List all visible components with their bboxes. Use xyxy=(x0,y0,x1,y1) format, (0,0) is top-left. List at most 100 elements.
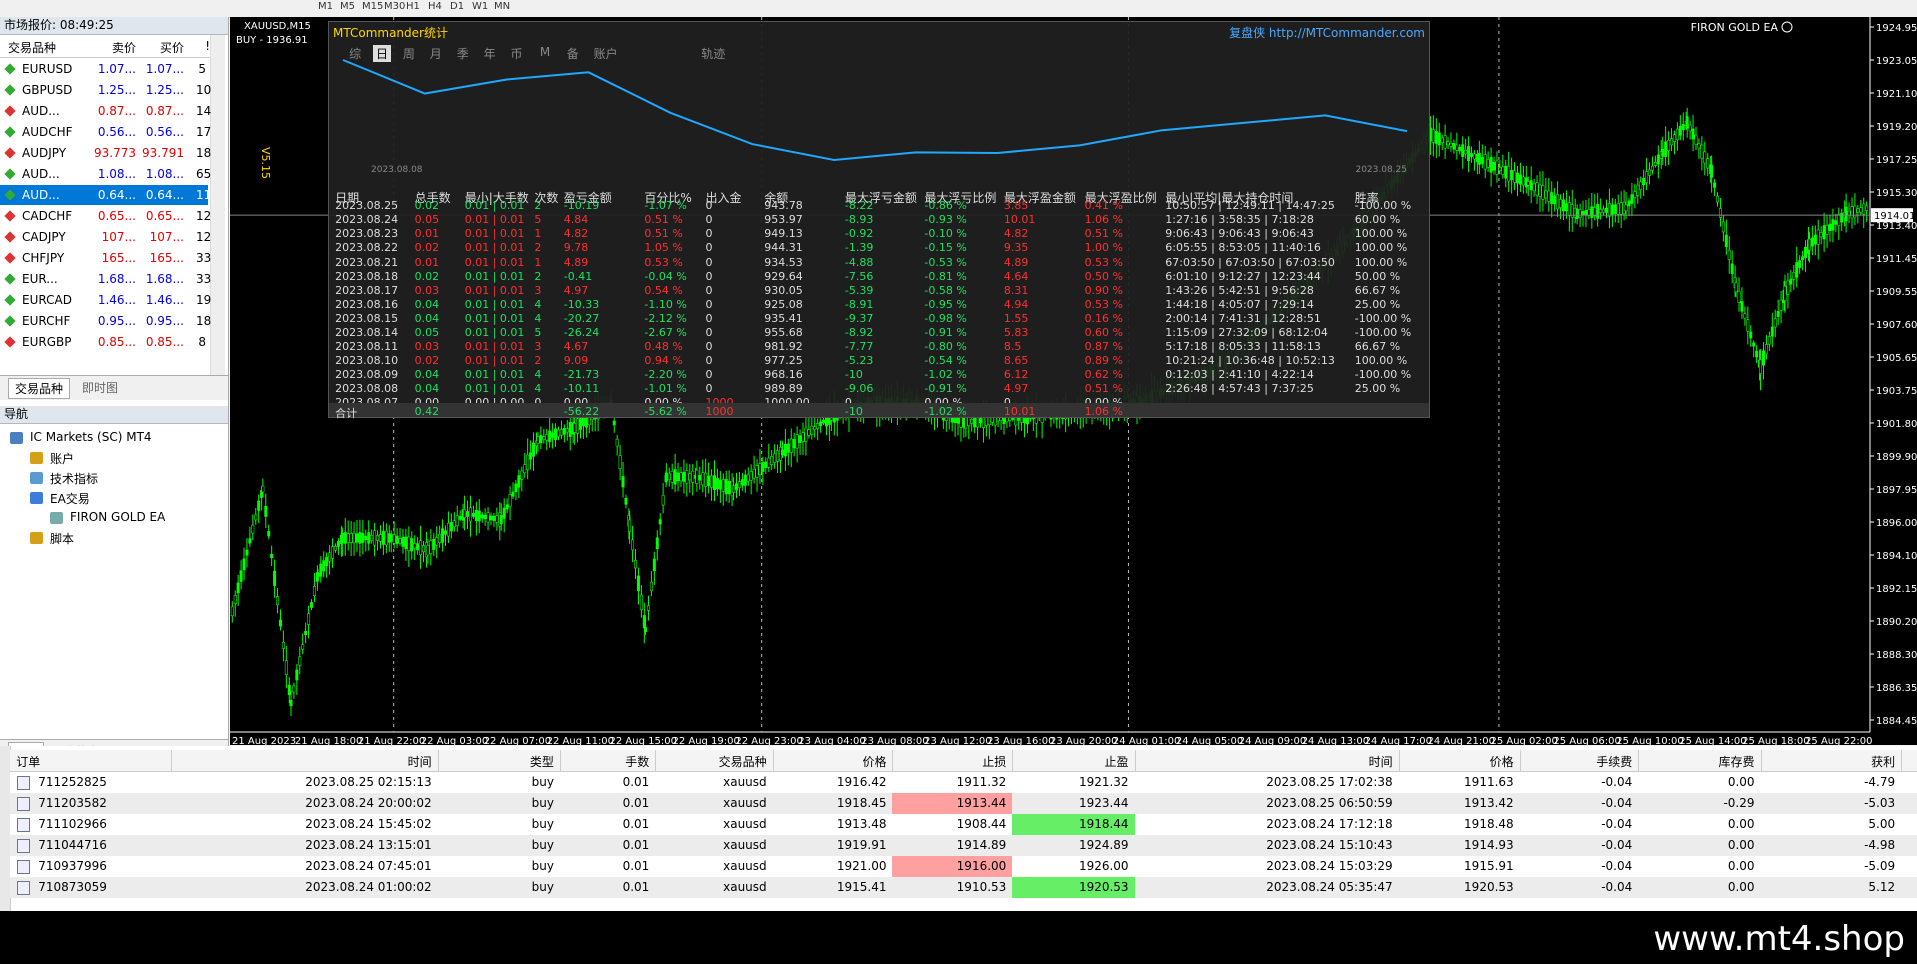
mw-symbol[interactable]: AUD... xyxy=(22,104,60,118)
terminal-cell[interactable]: 711203582 xyxy=(38,796,107,810)
panel-tab[interactable]: 季 xyxy=(456,47,469,61)
terminal-cell[interactable]: 5.00 xyxy=(1868,817,1896,831)
terminal-cell[interactable]: 711102966 xyxy=(38,817,107,831)
terminal-cell[interactable]: 1908.44 xyxy=(956,817,1007,831)
terminal-cell[interactable]: 2023.08.25 06:50:59 xyxy=(1266,796,1393,810)
terminal-cell[interactable]: -4.79 xyxy=(1864,775,1896,789)
mw-symbol[interactable]: EURGBP xyxy=(22,335,72,349)
terminal-cell[interactable]: -0.04 xyxy=(1601,817,1633,831)
terminal-cell[interactable]: -0.04 xyxy=(1601,775,1633,789)
mw-symbol[interactable]: CADCHF xyxy=(22,209,73,223)
terminal-cell[interactable]: 0.00 xyxy=(1727,880,1755,894)
terminal-cell[interactable]: 0.01 xyxy=(622,880,650,894)
mw-symbol[interactable]: EUR... xyxy=(22,272,58,286)
terminal-cell[interactable]: xauusd xyxy=(723,859,767,873)
panel-tab[interactable]: 账户 xyxy=(593,47,618,61)
terminal-cell[interactable]: 1918.44 xyxy=(1078,817,1129,831)
terminal-cell[interactable]: 1918.48 xyxy=(1464,817,1514,831)
terminal-cell[interactable]: 0.01 xyxy=(622,775,650,789)
terminal-cell[interactable]: -0.04 xyxy=(1601,796,1633,810)
terminal-cell[interactable]: 1911.32 xyxy=(956,775,1007,789)
terminal-cell[interactable]: 2023.08.24 17:12:18 xyxy=(1266,817,1393,831)
terminal-cell[interactable]: -5.09 xyxy=(1864,859,1896,873)
terminal-cell[interactable]: 0.00 xyxy=(1727,775,1755,789)
timeframe-button[interactable]: H1 xyxy=(406,1,420,12)
terminal-cell[interactable]: 1920.53 xyxy=(1464,880,1514,894)
mw-symbol[interactable]: CADJPY xyxy=(22,230,66,244)
terminal-cell[interactable]: -0.04 xyxy=(1601,838,1633,852)
terminal-cell[interactable]: buy xyxy=(531,796,554,810)
mw-symbol[interactable]: AUD... xyxy=(22,188,60,202)
terminal-header[interactable]: 订单 xyxy=(16,755,41,769)
terminal-cell[interactable]: 0.01 xyxy=(622,796,650,810)
nav-item[interactable]: FIRON GOLD EA xyxy=(70,510,166,524)
terminal-header[interactable]: 手数 xyxy=(625,755,650,769)
mw-symbol[interactable]: EURUSD xyxy=(22,62,73,76)
terminal-cell[interactable]: 5.12 xyxy=(1868,880,1896,894)
terminal-cell[interactable]: xauusd xyxy=(723,880,767,894)
terminal-cell[interactable]: 0.00 xyxy=(1727,817,1755,831)
terminal-cell[interactable]: 1916.00 xyxy=(956,859,1007,873)
terminal-cell[interactable]: 2023.08.25 17:02:38 xyxy=(1266,775,1393,789)
panel-tab[interactable]: 月 xyxy=(429,47,442,61)
brand-url[interactable]: http://MTCommander.com xyxy=(1268,26,1425,40)
terminal-cell[interactable]: 1919.91 xyxy=(836,838,887,852)
terminal-cell[interactable]: 1915.41 xyxy=(836,880,887,894)
terminal-cell[interactable]: 711252825 xyxy=(38,775,107,789)
timeframe-button[interactable]: M15 xyxy=(362,1,384,12)
terminal-cell[interactable]: -0.29 xyxy=(1723,796,1755,810)
terminal-cell[interactable]: 1914.93 xyxy=(1464,838,1514,852)
terminal-header[interactable]: 时间 xyxy=(1368,755,1393,769)
mw-symbol[interactable]: EURCHF xyxy=(22,314,71,328)
timeframe-button[interactable]: M1 xyxy=(318,1,333,12)
terminal-cell[interactable]: 2023.08.25 02:15:13 xyxy=(305,775,432,789)
terminal-cell[interactable]: 1916.42 xyxy=(836,775,887,789)
terminal-cell[interactable]: 2023.08.24 05:35:47 xyxy=(1266,880,1393,894)
timeframe-button[interactable]: M30 xyxy=(384,1,406,12)
panel-tab[interactable]: M xyxy=(539,45,551,59)
terminal-cell[interactable]: 2023.08.24 01:00:02 xyxy=(305,880,432,894)
timeframe-button[interactable]: H4 xyxy=(428,1,442,12)
nav-item[interactable]: 脚本 xyxy=(50,532,75,546)
terminal-header[interactable]: 类型 xyxy=(529,755,554,769)
terminal-header[interactable]: 止损 xyxy=(982,755,1007,769)
terminal-cell[interactable]: 1918.45 xyxy=(836,796,887,810)
panel-tab[interactable]: 综 xyxy=(349,47,362,61)
nav-item[interactable]: EA交易 xyxy=(50,492,90,506)
mw-symbol[interactable]: EURCAD xyxy=(22,293,72,307)
terminal-cell[interactable]: 710873059 xyxy=(38,880,107,894)
terminal-cell[interactable]: 2023.08.24 15:03:29 xyxy=(1266,859,1393,873)
terminal-cell[interactable]: xauusd xyxy=(723,817,767,831)
terminal-cell[interactable]: -5.03 xyxy=(1864,796,1896,810)
mw-symbol[interactable]: AUDCHF xyxy=(22,125,73,139)
terminal-cell[interactable]: xauusd xyxy=(723,838,767,852)
terminal-cell[interactable]: 1914.89 xyxy=(956,838,1007,852)
terminal-cell[interactable]: buy xyxy=(531,859,554,873)
terminal-header[interactable]: 价格 xyxy=(862,755,887,769)
terminal-cell[interactable]: 1911.63 xyxy=(1464,775,1514,789)
panel-tab[interactable]: 周 xyxy=(402,47,415,61)
nav-item[interactable]: IC Markets (SC) MT4 xyxy=(30,430,152,444)
nav-item[interactable]: 技术指标 xyxy=(50,472,99,486)
terminal-cell[interactable]: 0.01 xyxy=(622,859,650,873)
mw-tab[interactable]: 交易品种 xyxy=(8,378,71,399)
terminal-cell[interactable]: 711044716 xyxy=(38,838,107,852)
terminal-cell[interactable]: 1921.32 xyxy=(1078,775,1129,789)
timeframe-button[interactable]: D1 xyxy=(450,1,465,12)
terminal-cell[interactable]: buy xyxy=(531,775,554,789)
nav-item[interactable]: 账户 xyxy=(50,452,75,466)
panel-tab[interactable]: 年 xyxy=(483,47,496,61)
terminal-cell[interactable]: 1910.53 xyxy=(956,880,1007,894)
mw-symbol[interactable]: AUDJPY xyxy=(22,146,67,160)
terminal-cell[interactable]: 2023.08.24 15:10:43 xyxy=(1266,838,1393,852)
terminal-cell[interactable]: 0.00 xyxy=(1727,859,1755,873)
panel-tab[interactable]: 币 xyxy=(510,47,523,61)
terminal-cell[interactable]: -4.98 xyxy=(1864,838,1896,852)
terminal-cell[interactable]: 1920.53 xyxy=(1078,880,1129,894)
terminal-cell[interactable]: 0.01 xyxy=(622,838,650,852)
terminal-cell[interactable]: buy xyxy=(531,817,554,831)
panel-tab[interactable]: 备 xyxy=(566,47,579,61)
terminal-header[interactable]: 获利 xyxy=(1871,755,1896,769)
terminal-cell[interactable]: 2023.08.24 15:45:02 xyxy=(305,817,432,831)
terminal-cell[interactable]: 710937996 xyxy=(38,859,107,873)
